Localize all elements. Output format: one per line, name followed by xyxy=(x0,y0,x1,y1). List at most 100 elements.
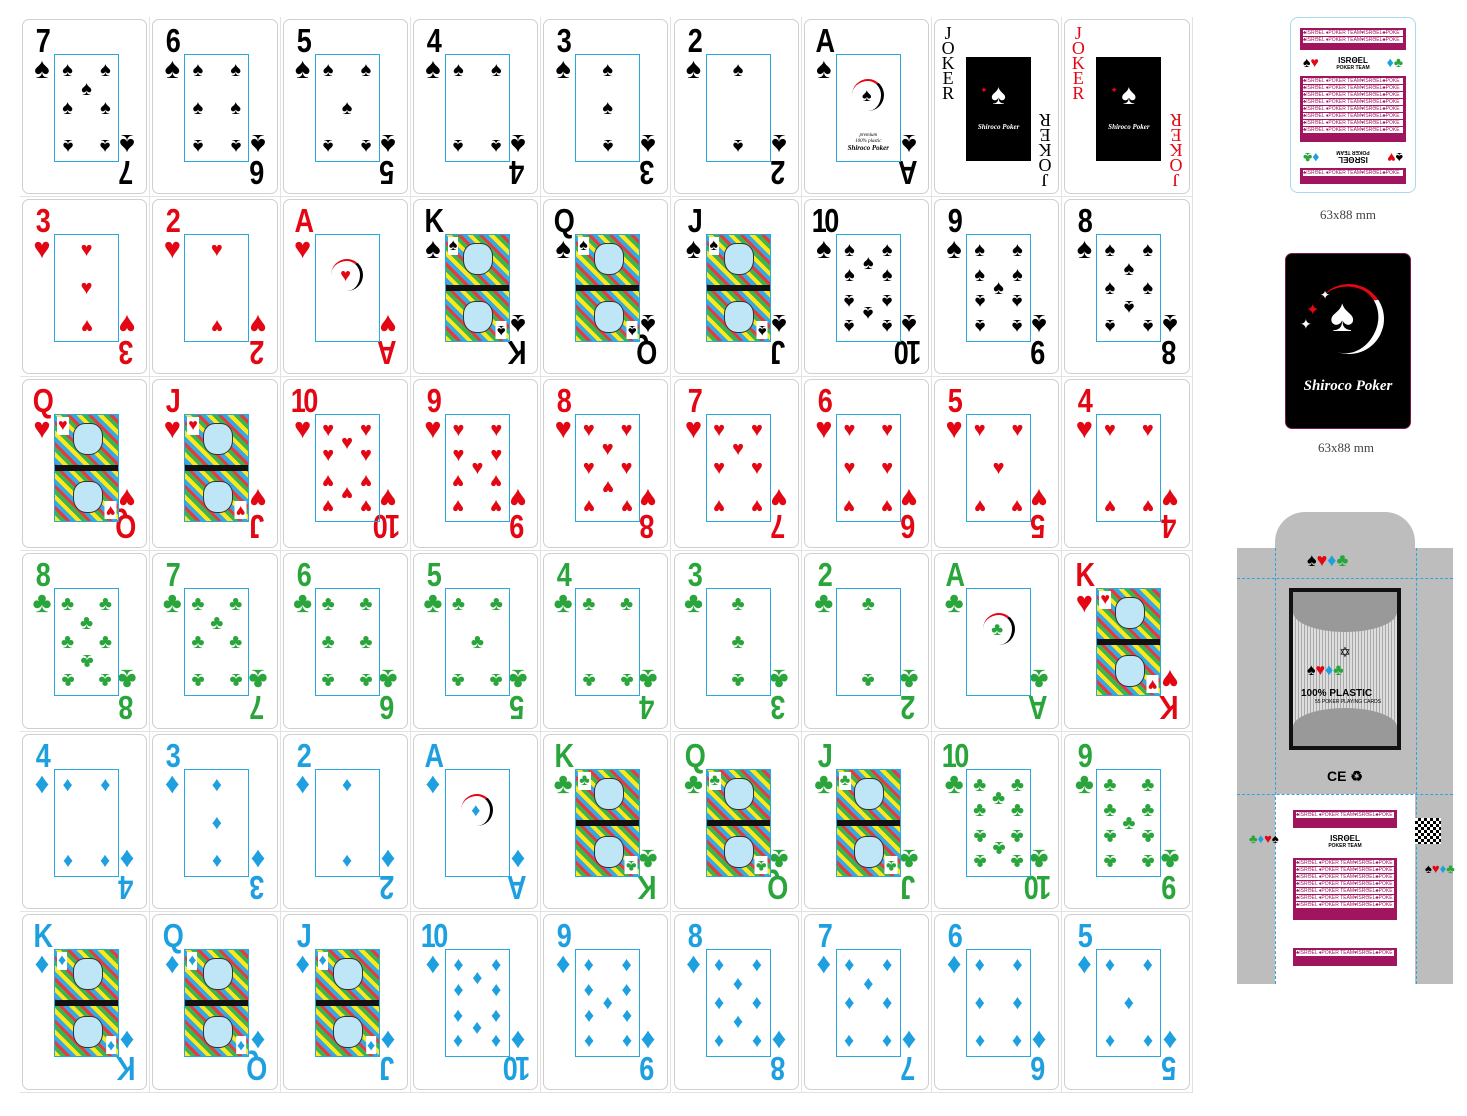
spade-pip-icon: ♠ xyxy=(974,238,985,261)
back-size-label: 63x88 mm xyxy=(1318,440,1374,455)
club-icon: ♣ xyxy=(838,772,852,790)
spade-pip-icon: ♠ xyxy=(453,135,464,158)
card-index: K ♠ xyxy=(418,204,448,264)
rank-label: Q xyxy=(553,202,575,239)
team-name: ISRΘEL xyxy=(1330,834,1360,843)
card-index: 3 ♠ xyxy=(548,24,578,84)
card-frame: ♦ ♦ ♦ ♦ ♦ ♦ ♦ ♦ ♦ ♦ xyxy=(444,949,510,1057)
card-cell: 3 ♠ 3 ♠ ♠ ♠ ♠ xyxy=(541,17,672,197)
card-frame: ♣ ♣ ♣ ♣ ♣ ♣ ♣ xyxy=(184,588,250,696)
spade-pip-icon: ♠ xyxy=(1012,289,1023,312)
2-of-clubs-card: 2 ♣ 2 ♣ ♣ ♣ xyxy=(803,553,930,729)
heart-pip-icon: ♥ xyxy=(620,495,633,518)
card-frame: ♥ ♥ ♥ ♥ ♥ ♥ ♥ ♥ ♥ ♥ xyxy=(314,414,380,522)
face-band xyxy=(185,999,249,1007)
rank-label: 5 xyxy=(947,382,963,419)
face-card-art: ♣ ♣ xyxy=(576,770,640,876)
card-cell: Q ♠ Q ♠ ♠ ♠ xyxy=(541,197,672,377)
card-cell: 3 ♦ 3 ♦ ♦ ♦ ♦ xyxy=(150,732,281,912)
heart-pip-icon: ♥ xyxy=(452,444,465,467)
card-cell: J ♥ J ♥ ♥ ♥ xyxy=(150,377,281,551)
card-index: 3 ♣ xyxy=(679,558,709,618)
diamond-pip-icon: ♦ xyxy=(211,850,222,873)
team-sub: POKER TEAM xyxy=(1328,843,1362,849)
5-of-clubs-card: 5 ♣ 5 ♣ ♣ ♣ ♣ ♣ ♣ xyxy=(412,553,539,729)
rank-label: 6 xyxy=(165,22,181,59)
card-frame: ♣ ♣ ♣ xyxy=(705,588,771,696)
spade-pip-icon: ♠ xyxy=(100,97,111,119)
spade-pip-icon: ♠ xyxy=(1142,315,1154,338)
pattern-band: ♣ISRΘEL ♦POKER TEAM♥ISRΘEL♣POKE ♣ISRΘEL ♦… xyxy=(1300,28,1406,50)
club-pip-icon: ♣ xyxy=(1010,773,1025,796)
diamond-pip-icon: ♦ xyxy=(844,953,855,976)
spade-pip-icon: ♠ xyxy=(844,289,855,312)
card-cell: K ♦ K ♦ ♦ ♦ xyxy=(20,912,151,1093)
diamond-pip-icon: ♦ xyxy=(491,979,502,1002)
q-of-spades-card: Q ♠ Q ♠ ♠ ♠ xyxy=(543,199,669,374)
heart-pip-icon: ♥ xyxy=(1141,418,1154,441)
card-frame: ♥ ♥ ♥ xyxy=(54,234,119,342)
face-band xyxy=(55,464,118,472)
diamond-pip-icon: ♦ xyxy=(882,1030,893,1053)
heart-pip-icon: ♥ xyxy=(80,315,93,338)
spade-pip-icon: ♠ xyxy=(974,264,985,287)
band-text: ♣ISRΘEL ♦POKER TEAM♥ISRΘEL♣POKE xyxy=(1303,127,1403,133)
card-index: 10 ♠ xyxy=(809,204,839,264)
diamond-pip-icon: ♦ xyxy=(974,992,985,1014)
j-of-spades-card: J ♠ J ♠ ♠ ♠ xyxy=(673,199,799,374)
diamond-pip-icon: ♦ xyxy=(621,979,632,1002)
rank-label: Q xyxy=(162,917,184,954)
club-pip-icon: ♣ xyxy=(470,631,484,653)
rank-label: 4 xyxy=(1078,382,1093,419)
diamond-pip-icon: ♦ xyxy=(62,850,73,873)
pattern-band: ♣ISRΘEL ♦POKER TEAM♥ISRΘEL♣POKE xyxy=(1293,810,1397,828)
card-cell: 2 ♠ 2 ♠ ♠ ♠ xyxy=(671,17,802,197)
club-logo-icon: ♣ xyxy=(982,613,1015,646)
diamond-pip-icon: ♦ xyxy=(751,953,762,976)
heart-pip-icon: ♥ xyxy=(881,457,894,479)
card-cell: K ♣ K ♣ ♣ ♣ xyxy=(541,732,672,912)
7-of-spades-card: 7 ♠ 7 ♠ ♠ ♠ ♠ ♠ ♠ ♠ ♠ xyxy=(22,19,148,194)
club-pip-icon: ♣ xyxy=(229,592,243,615)
3-of-hearts-card: 3 ♥ 3 ♥ ♥ ♥ ♥ xyxy=(22,199,148,374)
rank-label: 5 xyxy=(296,22,311,59)
q-of-diamonds-card: Q ♦ Q ♦ ♦ ♦ xyxy=(152,914,278,1090)
club-icon: ♣ xyxy=(814,768,834,800)
card-index: A ♥ xyxy=(288,204,318,264)
card-index: 2 ♠ xyxy=(679,24,709,84)
heart-pip-icon: ♥ xyxy=(341,482,354,505)
club-pip-icon: ♣ xyxy=(620,592,634,615)
joker-center-art: ♠ ✦ Shiroco Poker xyxy=(966,57,1032,161)
card-cell: 5 ♦ 5 ♦ ♦ ♦ ♦ ♦ ♦ xyxy=(1062,912,1193,1093)
heart-icon: ♥ xyxy=(424,413,442,445)
face-head xyxy=(724,778,754,811)
card-index: Q ♦ xyxy=(157,919,187,979)
club-pip-icon: ♣ xyxy=(79,650,94,673)
club-pip-icon: ♣ xyxy=(1141,824,1155,847)
card-index: 2 ♦ xyxy=(288,739,318,799)
spade-pip-icon: ♠ xyxy=(192,58,204,81)
face-card-art: ♣ ♣ xyxy=(836,770,900,876)
face-band xyxy=(185,464,249,472)
heart-pip-icon: ♥ xyxy=(1011,418,1024,441)
rank-label: Q xyxy=(684,737,705,774)
rank-label: A xyxy=(945,556,966,593)
rank-label: 2 xyxy=(296,737,311,774)
heart-icon: ♥ xyxy=(1146,675,1159,693)
band-text: ♣ISRΘEL ♦POKER TEAM♥ISRΘEL♣POKE xyxy=(1303,113,1403,119)
card-frame: ♣ ♣ xyxy=(835,769,901,877)
rank-label: Q xyxy=(32,382,54,419)
ce-mark: CE ♻ xyxy=(1237,768,1453,785)
card-cell: 10 ♥ 10 ♥ ♥ ♥ ♥ ♥ ♥ ♥ ♥ ♥ ♥ ♥ xyxy=(280,377,411,551)
face-card-art: ♣ ♣ xyxy=(706,770,770,876)
joker-index: JOKER xyxy=(941,23,955,103)
card-index: 9 ♣ xyxy=(1069,739,1099,799)
diamond-pip-icon: ♦ xyxy=(491,1004,502,1027)
spade-pip-icon: ♠ xyxy=(844,315,855,338)
diamond-pip-icon: ♦ xyxy=(732,972,744,995)
6-of-diamonds-card: 6 ♦ 6 ♦ ♦ ♦ ♦ ♦ ♦ ♦ xyxy=(934,914,1060,1090)
face-head xyxy=(463,243,494,276)
face-band xyxy=(576,284,640,292)
face-card-art: ♠ ♠ xyxy=(445,235,509,341)
club-pip-icon: ♣ xyxy=(451,592,466,615)
